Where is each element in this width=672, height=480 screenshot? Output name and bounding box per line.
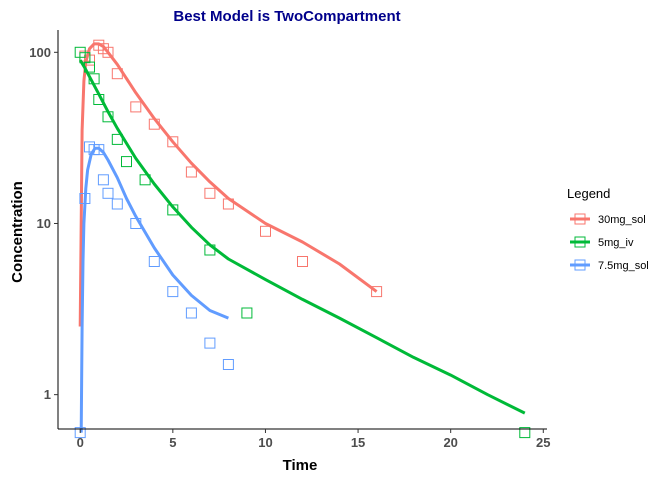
observed-point-5mg-iv	[167, 204, 179, 216]
observed-point-5mg-iv	[111, 133, 123, 145]
observed-point-30mg-sol	[260, 225, 271, 237]
observed-point-7-5mg-sol	[74, 427, 86, 439]
observed-point-7-5mg-sol	[130, 218, 142, 229]
legend-key-box-7-5mg-sol	[574, 259, 586, 271]
legend-title: Legend	[567, 186, 610, 201]
legend-label-30mg-sol: 30mg_sol	[598, 214, 646, 226]
legend-label-7-5mg-sol: 7.5mg_sol	[598, 260, 649, 272]
observed-point-5mg-iv	[139, 174, 151, 186]
observed-point-30mg-sol	[102, 46, 114, 58]
plot-area	[74, 39, 531, 439]
observed-point-7-5mg-sol	[111, 198, 123, 210]
y-tick-label: 100	[29, 45, 51, 60]
observed-point-7-5mg-sol	[167, 286, 179, 298]
observed-point-30mg-sol	[185, 166, 197, 178]
y-axis-title: Concentration	[9, 181, 26, 283]
fitted-line-5mg-iv	[78, 59, 526, 415]
observed-point-5mg-iv	[519, 427, 531, 439]
observed-point-7-5mg-sol	[204, 337, 216, 349]
observed-point-7-5mg-sol	[93, 144, 105, 156]
observed-point-7-5mg-sol	[79, 193, 91, 204]
observed-point-5mg-iv	[121, 156, 132, 168]
x-tick-label: 20	[443, 435, 457, 450]
observed-point-30mg-sol	[297, 256, 308, 267]
observed-point-30mg-sol	[167, 136, 179, 148]
observed-point-7-5mg-sol	[102, 187, 114, 199]
legend: Legend 30mg_sol 5mg_iv 7.5mg_sol	[567, 186, 649, 272]
y-tick-label: 10	[37, 216, 51, 231]
observed-point-5mg-iv	[88, 73, 100, 85]
y-tick-label: 1	[44, 387, 51, 402]
observed-point-5mg-iv	[93, 94, 105, 105]
observed-point-7-5mg-sol	[185, 307, 197, 319]
legend-label-5mg-iv: 5mg_iv	[598, 237, 634, 249]
observed-point-30mg-sol	[222, 198, 234, 210]
y-ticks: 1 10 100	[29, 45, 58, 402]
observed-point-5mg-iv	[204, 244, 216, 256]
x-tick-label: 0	[77, 435, 84, 450]
observed-point-30mg-sol	[130, 101, 142, 113]
observed-point-7-5mg-sol	[148, 256, 160, 267]
x-tick-label: 25	[536, 435, 550, 450]
x-tick-label: 5	[169, 435, 176, 450]
chart-title: Best Model is TwoCompartment	[173, 8, 400, 25]
x-ticks: 0 5 10 15 20 25	[77, 429, 551, 450]
fitted-line-30mg-sol	[78, 42, 378, 327]
observed-point-5mg-iv	[84, 61, 95, 73]
observed-point-5mg-iv	[102, 111, 114, 123]
legend-key-box-5mg-iv	[574, 236, 586, 248]
x-tick-label: 10	[258, 435, 272, 450]
observed-point-30mg-sol	[111, 68, 123, 80]
observed-point-30mg-sol	[148, 118, 160, 130]
observed-point-5mg-iv	[241, 307, 253, 319]
x-tick-label: 15	[351, 435, 365, 450]
legend-key-box-30mg-sol	[574, 213, 586, 225]
x-axis-title: Time	[283, 457, 318, 474]
observed-point-30mg-sol	[371, 286, 383, 298]
observed-point-7-5mg-sol	[97, 174, 109, 186]
observed-point-7-5mg-sol	[222, 359, 234, 370]
observed-point-30mg-sol	[204, 187, 216, 199]
